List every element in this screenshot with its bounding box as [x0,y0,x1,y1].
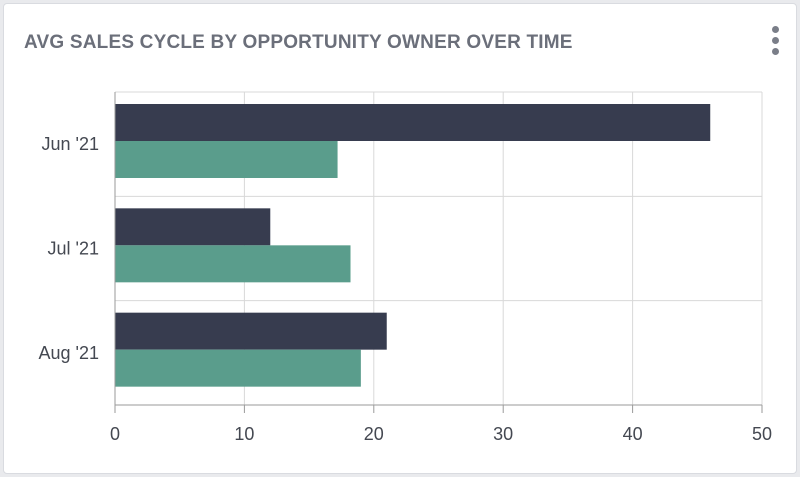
bar [115,141,338,178]
chart-title: AVG SALES CYCLE BY OPPORTUNITY OWNER OVE… [24,32,573,53]
x-tick-label: 20 [364,424,384,444]
bar [115,245,351,283]
x-tick-label: 0 [110,424,120,444]
y-tick-label: Jul '21 [48,239,99,259]
y-tick-label: Jun '21 [42,134,99,154]
bar [115,312,387,350]
bar [115,349,361,387]
x-tick-label: 40 [623,424,643,444]
x-tick-label: 30 [493,424,513,444]
vertical-ellipsis-icon[interactable] [766,26,786,56]
y-tick-label: Aug '21 [39,343,100,363]
x-tick-label: 50 [752,424,772,444]
bar [115,208,271,246]
bar [115,104,711,141]
x-tick-label: 10 [234,424,254,444]
